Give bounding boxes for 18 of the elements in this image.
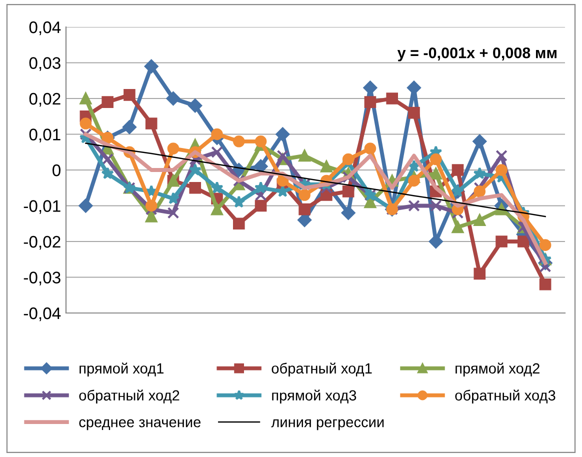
y-tick-label: 0,01 [29,128,60,142]
y-tick-label: -0,01 [24,200,60,214]
y-tick-label: 0,02 [29,92,60,107]
legend-label: обратный ход1 [272,362,372,376]
legend-label: прямой ход1 [80,362,164,376]
legend-label: обратный ход3 [455,390,556,404]
y-tick-label: -0,02 [24,236,60,250]
annotation: y = -0,001x + 0,008 мм [397,47,556,62]
y-tick-label: 0,03 [29,57,60,71]
y-tick-label: -0,04 [24,307,61,322]
legend-label: прямой ход2 [456,362,540,376]
legend-label: обратный ход2 [79,390,180,404]
legend-label: прямой ход3 [272,390,356,404]
y-tick-label: -0,03 [24,272,60,286]
legend-label: среднее значение [79,419,201,430]
legend-label: линия регрессии [271,419,384,430]
y-tick-label: 0 [52,164,60,176]
y-tick-label: 0,04 [29,21,61,36]
